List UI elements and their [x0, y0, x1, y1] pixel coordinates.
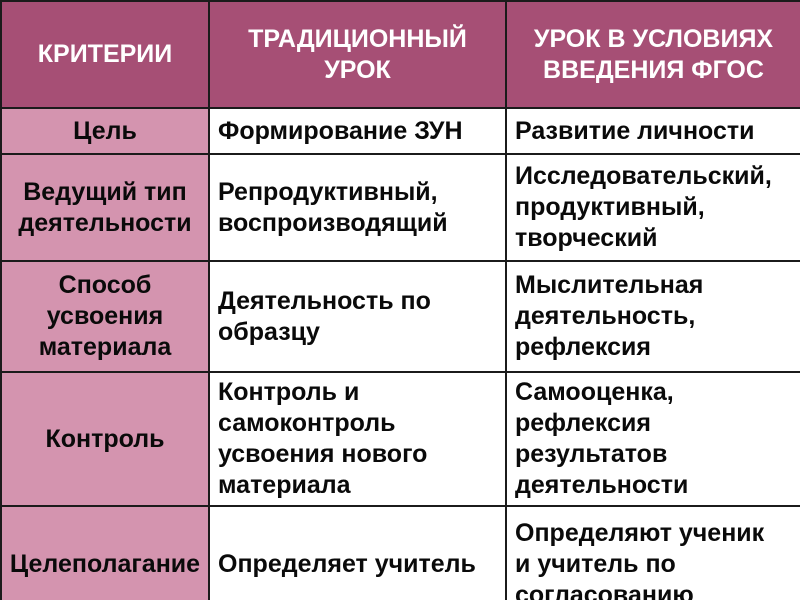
traditional-cell-goal-setting: Определяет учитель [208, 505, 507, 600]
traditional-cell-control: Контроль и самоконтроль усвоения нового … [208, 371, 507, 507]
fgos-cell-control: Самооценка, рефлексия результатов деятел… [505, 371, 800, 507]
header-cell-traditional-lesson: ТРАДИЦИОННЫЙ УРОК [208, 0, 507, 109]
table-row: Ведущий тип деятельности Репродуктивный,… [0, 153, 800, 262]
table-row: Контроль Контроль и самоконтроль усвоени… [0, 371, 800, 507]
table-row: Цель Формирование ЗУН Развитие личности [0, 107, 800, 155]
table-row: Целеполагание Определяет учитель Определ… [0, 505, 800, 600]
table-row: Способ усвоения материала Деятельность п… [0, 260, 800, 373]
traditional-cell-goal: Формирование ЗУН [208, 107, 507, 155]
traditional-cell-learning-method: Деятельность по образцу [208, 260, 507, 373]
criterion-cell-goal-setting: Целеполагание [0, 505, 210, 600]
fgos-cell-learning-method: Мыслительная деятельность, рефлексия [505, 260, 800, 373]
header-cell-criteria: КРИТЕРИИ [0, 0, 210, 109]
fgos-cell-goal-setting: Определяют ученик и учитель по согласова… [505, 505, 800, 600]
header-cell-fgos-lesson: УРОК В УСЛОВИЯХ ВВЕДЕНИЯ ФГОС [505, 0, 800, 109]
table-header-row: КРИТЕРИИ ТРАДИЦИОННЫЙ УРОК УРОК В УСЛОВИ… [0, 0, 800, 109]
criterion-cell-control: Контроль [0, 371, 210, 507]
criterion-cell-learning-method: Способ усвоения материала [0, 260, 210, 373]
traditional-cell-activity-type: Репродуктивный, воспроизводящий [208, 153, 507, 262]
criterion-cell-goal: Цель [0, 107, 210, 155]
fgos-cell-activity-type: Исследовательский, продуктивный, творчес… [505, 153, 800, 262]
criterion-cell-activity-type: Ведущий тип деятельности [0, 153, 210, 262]
fgos-cell-goal: Развитие личности [505, 107, 800, 155]
